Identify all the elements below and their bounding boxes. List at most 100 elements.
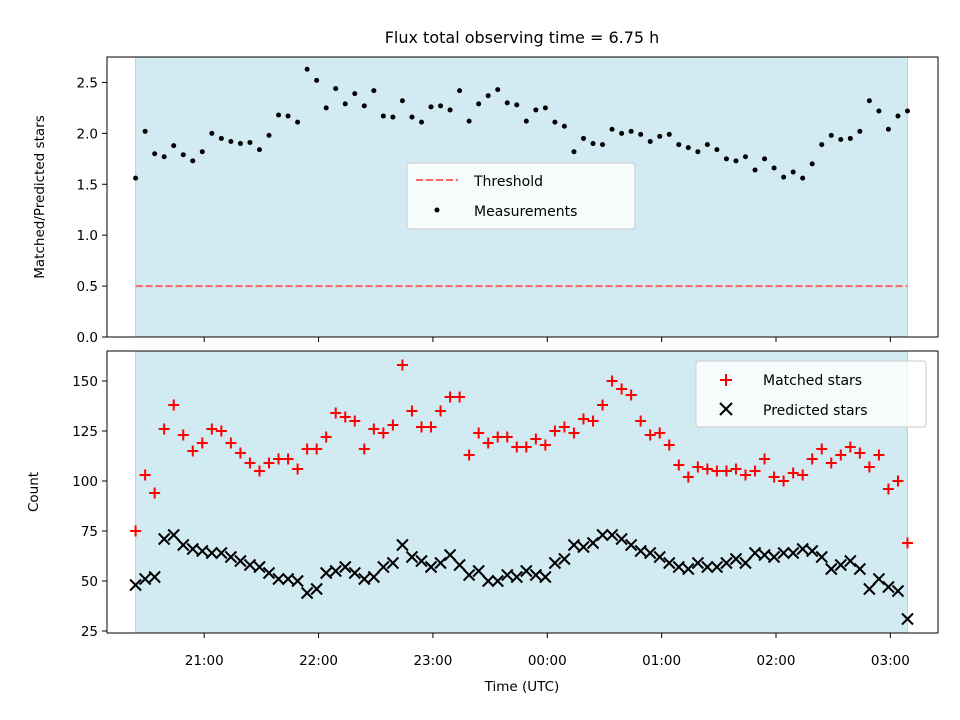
measurement-point (428, 104, 434, 110)
measurement-point (209, 130, 215, 136)
matched-legend-label: Matched stars (763, 373, 862, 389)
measurement-point (171, 143, 177, 149)
matched-stars-point (816, 443, 828, 455)
predicted-stars-series (129, 528, 914, 626)
matched-stars-point (663, 439, 675, 451)
matched-stars-point (768, 471, 780, 483)
predicted-stars-point (443, 548, 457, 562)
bottom-axes-frame (106, 350, 939, 634)
matched-stars-point (339, 411, 351, 423)
predicted-stars-point (643, 546, 657, 560)
predicted-stars-point (148, 570, 161, 584)
matched-stars-point (863, 461, 875, 473)
matched-stars-point (549, 425, 561, 437)
measurement-point (514, 102, 520, 108)
y-tick-label: 25 (81, 624, 98, 640)
measurement-point (666, 131, 672, 137)
y-tick-label: 150 (72, 374, 98, 390)
predicted-stars-point (863, 582, 876, 596)
matched-stars-point (234, 447, 246, 459)
measurement-point (600, 142, 606, 148)
predicted-stars-point (510, 570, 523, 584)
measurement-point (361, 103, 367, 109)
measurement-point (466, 118, 472, 124)
measurement-point (190, 158, 196, 164)
predicted-stars-point (396, 538, 409, 552)
matched-stars-point (520, 441, 532, 453)
y-tick-label: 50 (81, 574, 98, 590)
predicted-stars-point (729, 552, 743, 566)
measurement-point (476, 101, 482, 107)
measurement-point (285, 113, 291, 119)
matched-stars-point (501, 431, 513, 443)
matched-stars-point (577, 413, 589, 425)
predicted-stars-point (310, 582, 323, 596)
predicted-stars-point (748, 546, 762, 560)
measurement-point (905, 108, 911, 114)
predicted-stars-point (634, 544, 647, 558)
matched-stars-point (806, 453, 818, 465)
measurement-point (485, 93, 491, 99)
predicted-stars-point (281, 572, 295, 586)
measurement-point (542, 105, 548, 111)
predicted-stars-point (767, 550, 781, 564)
x-tick-label: 23:00 (413, 653, 452, 669)
measurement-point (695, 149, 701, 155)
predicted-stars-point (777, 546, 790, 560)
predicted-stars-point (815, 550, 828, 564)
measurement-point (809, 161, 815, 167)
matched-stars-point (263, 457, 275, 469)
x-tick-label: 01:00 (642, 653, 681, 669)
matched-stars-point (730, 463, 742, 475)
matched-stars-point (902, 537, 914, 549)
matched-stars-point (244, 457, 256, 469)
measurement-point (266, 132, 272, 138)
predicted-stars-point (472, 564, 485, 578)
matched-stars-point (787, 467, 799, 479)
measurement-point (247, 140, 253, 146)
matched-stars-point (844, 441, 856, 453)
measurement-point (628, 128, 634, 134)
matched-stars-point (406, 405, 418, 417)
measurement-point (838, 136, 844, 142)
matched-stars-point (720, 465, 732, 477)
matched-stars-point (635, 415, 647, 427)
predicted-stars-point (224, 550, 238, 564)
y-tick-label: 0.0 (77, 330, 98, 346)
predicted-stars-point (586, 536, 600, 550)
matched-stars-point (530, 433, 542, 445)
measurement-point (438, 103, 444, 109)
matched-stars-point (644, 429, 656, 441)
predicted-stars-point (882, 580, 895, 594)
matched-stars-point (196, 437, 208, 449)
measurement-point (314, 77, 320, 83)
measurement-point (409, 114, 415, 120)
measurement-point (733, 158, 739, 164)
matched-stars-point (539, 439, 551, 451)
x-tick-label: 03:00 (871, 653, 910, 669)
bottom-y-axis: 25 50 75 100 125 150 (72, 374, 107, 640)
measurement-point (819, 142, 825, 148)
matched-stars-point (682, 471, 694, 483)
matched-stars-point (892, 475, 904, 487)
measurement-point (876, 108, 882, 114)
matched-stars-point (177, 429, 189, 441)
predicted-stars-point (653, 550, 666, 564)
matched-stars-point (597, 399, 609, 411)
measurement-point (771, 165, 777, 171)
matched-stars-point (130, 525, 142, 537)
measurement-point (647, 139, 653, 145)
measurement-point (704, 142, 710, 148)
matched-stars-point (168, 399, 180, 411)
x-tick-label: 02:00 (757, 653, 796, 669)
matched-stars-point (568, 427, 580, 439)
y-tick-label: 1.0 (77, 228, 98, 244)
matched-stars-point (273, 453, 285, 465)
measurement-point (152, 151, 158, 157)
predicted-stars-point (319, 566, 333, 580)
measurement-point (847, 135, 853, 141)
measurement-point (237, 141, 243, 147)
matched-stars-point (511, 441, 523, 453)
top-y-axis-label: Matched/Predicted stars (32, 115, 48, 278)
